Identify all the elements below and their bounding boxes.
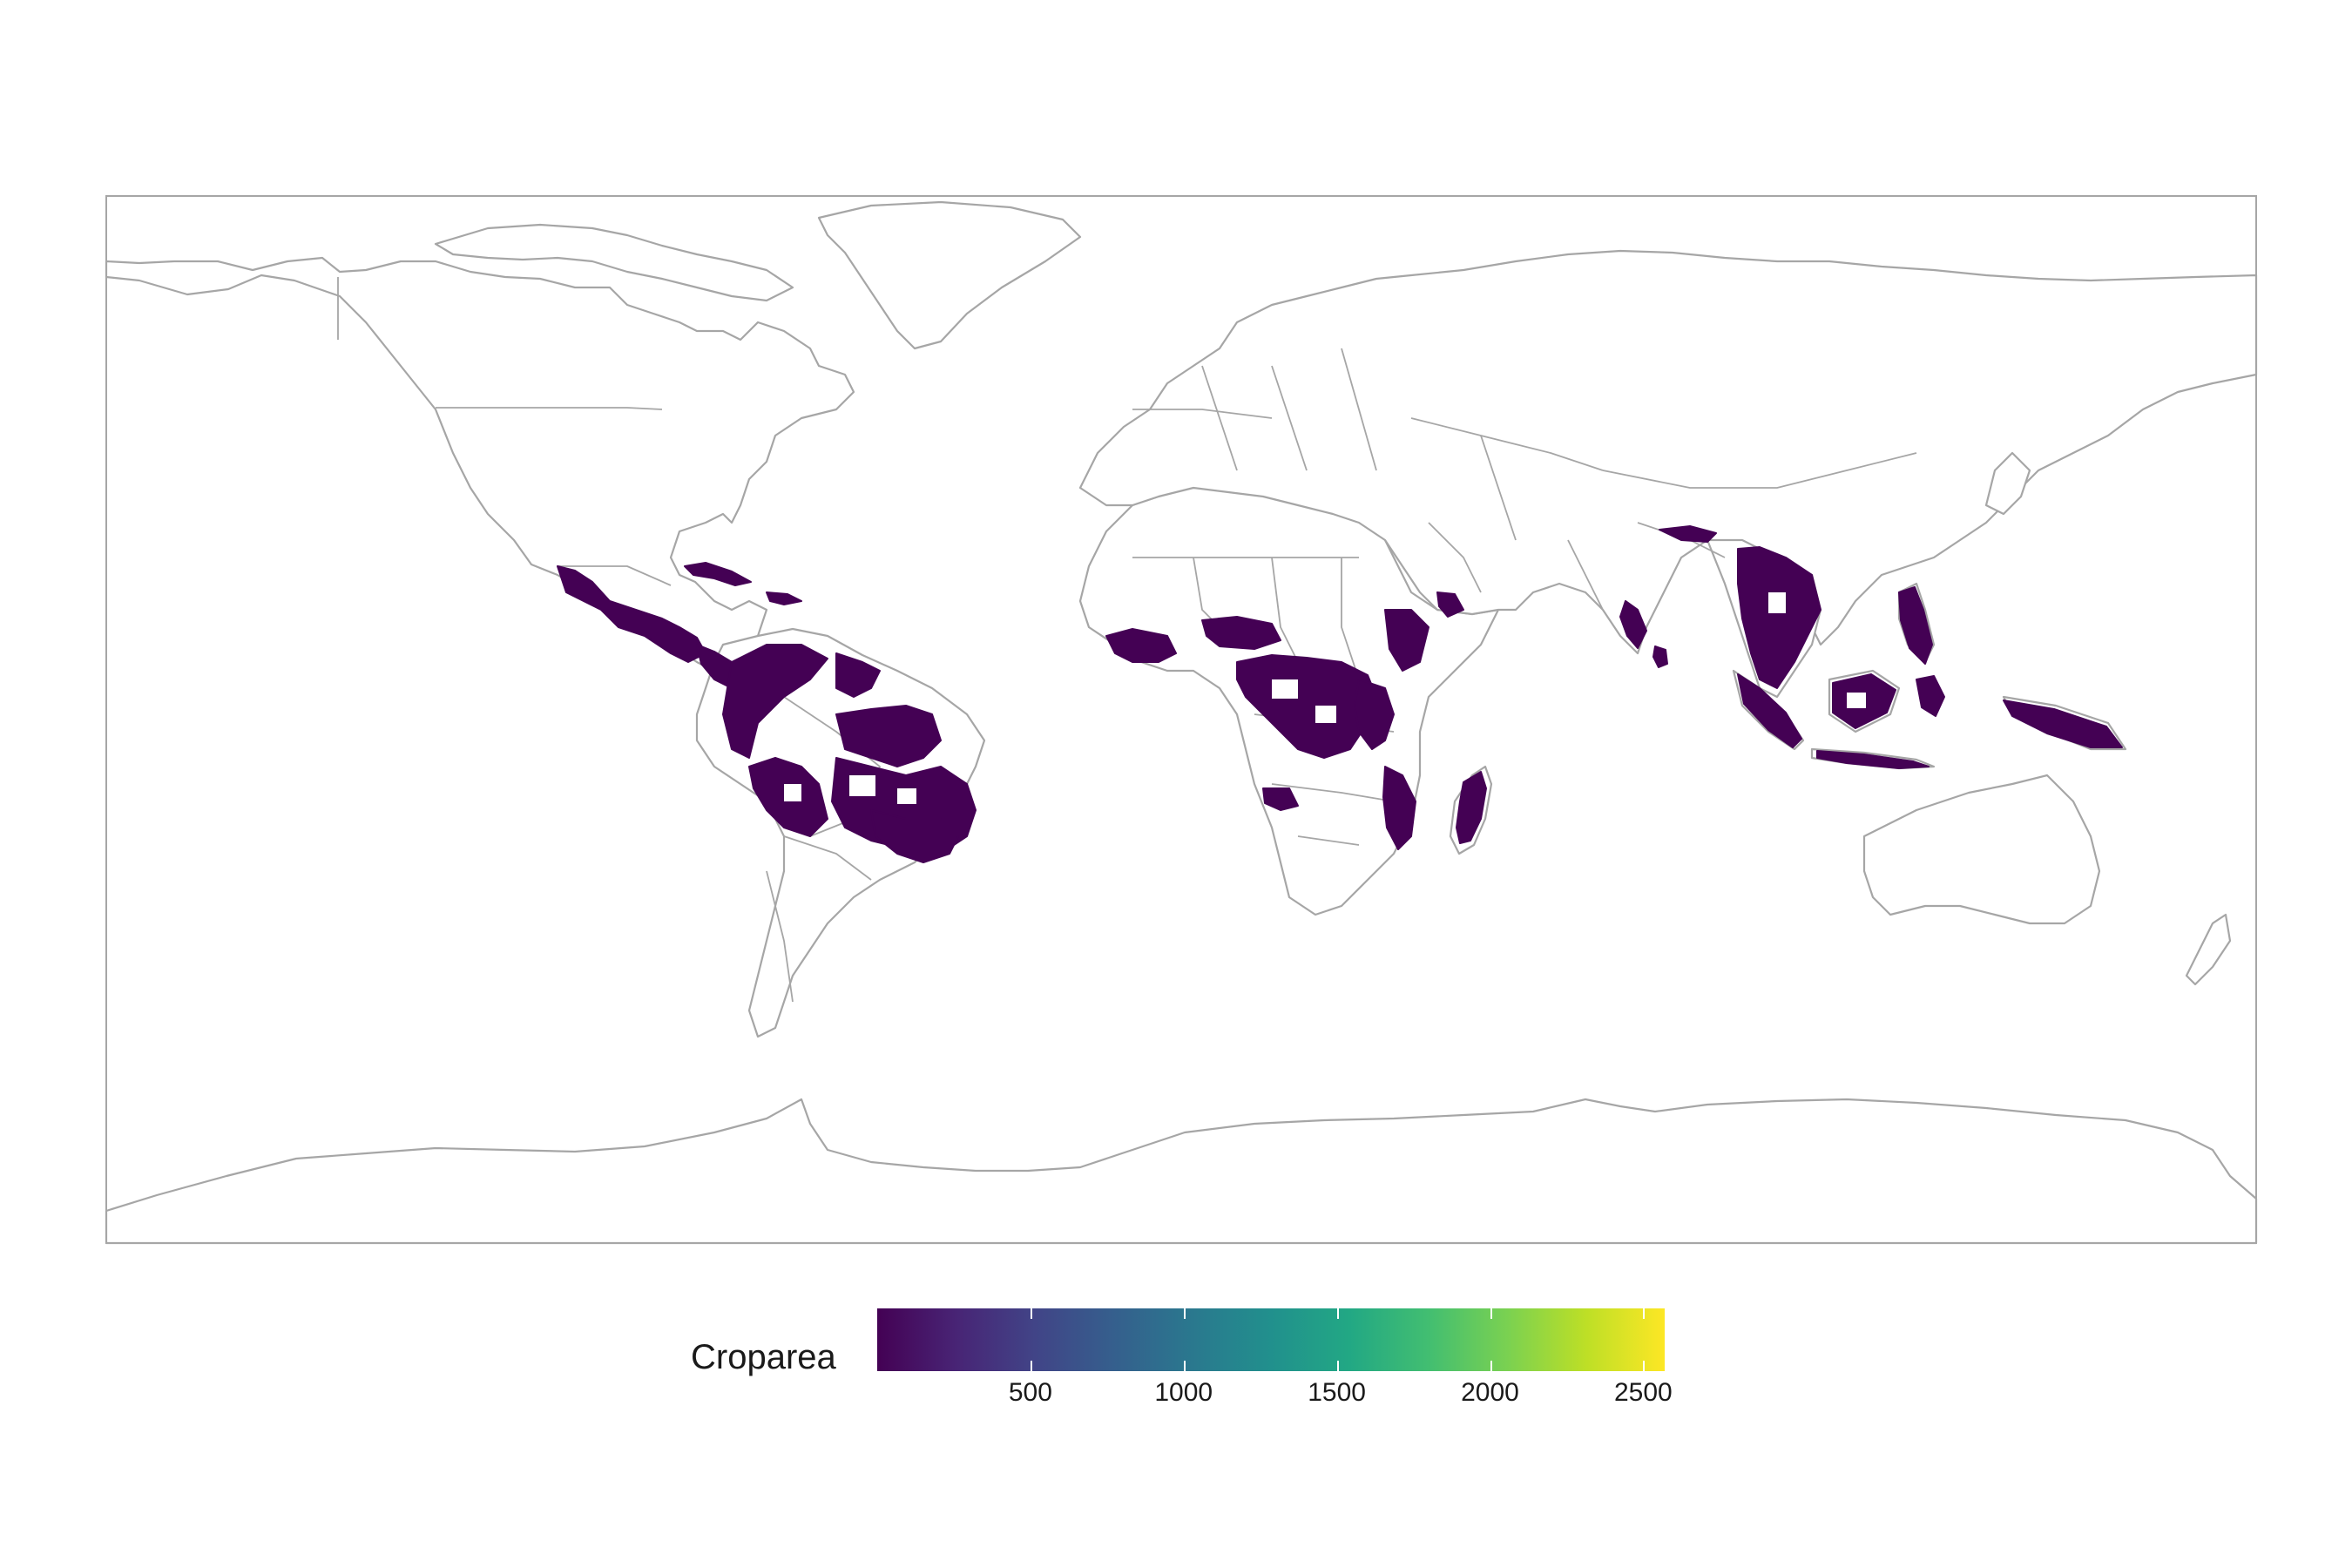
landmass-japan — [1984, 451, 2031, 516]
crop-sri-lanka — [1652, 645, 1668, 668]
border-chile-argentina — [766, 870, 794, 1003]
legend-tick-mark — [1490, 1308, 1492, 1371]
border-south-africa — [1297, 835, 1360, 846]
border-arabia — [1428, 522, 1482, 593]
crop-caribbean-hispaniola — [766, 591, 802, 605]
legend-tick-mark — [1336, 1308, 1339, 1371]
crop-caribbean-cuba — [684, 562, 752, 586]
legend-tick-label: 2500 — [1614, 1378, 1673, 1407]
crop-sulawesi — [1916, 675, 1945, 717]
border-europe-b — [1201, 365, 1238, 471]
border-paraguay — [783, 835, 872, 881]
croparea-layer — [557, 525, 2123, 863]
crop-philippines — [1898, 586, 1933, 665]
legend-tick-mark — [1183, 1308, 1186, 1371]
crop-south-india — [1619, 600, 1647, 649]
crop-angola — [1262, 787, 1299, 811]
crop-ethiopia — [1384, 609, 1429, 672]
land-layer — [105, 200, 2258, 1245]
landmass-north-america — [105, 256, 855, 678]
landmass-australia — [1862, 774, 2101, 925]
landmass-eurasia — [1078, 249, 2258, 655]
crop-guianas — [835, 652, 881, 698]
crop-java — [1816, 750, 1930, 769]
legend-colorbar — [877, 1308, 1665, 1371]
border-central-asia — [1480, 435, 1517, 541]
landmass-antarctica — [105, 1098, 2258, 1245]
crop-sumatra — [1737, 673, 1802, 748]
border-europe-d — [1341, 348, 1377, 471]
crop-tanzania-mozambique — [1382, 766, 1416, 850]
landmass-greenland — [817, 200, 1082, 350]
border-southern-africa — [1271, 783, 1395, 802]
crop-brazil-south — [870, 809, 959, 863]
border-europe-a — [1132, 409, 1273, 419]
border-china-mongolia — [1602, 452, 1917, 489]
border-brazil-west — [783, 696, 881, 837]
crop-bangladesh — [1659, 525, 1717, 543]
crop-yemen — [1436, 591, 1464, 618]
colorbar-legend: Croparea 500 1000 1500 2000 2500 — [0, 1298, 2352, 1455]
legend-tick-mark — [1643, 1308, 1646, 1371]
crop-nigeria — [1201, 616, 1281, 650]
legend-tick-label: 2000 — [1461, 1378, 1519, 1407]
legend-tick-mark — [1030, 1308, 1032, 1371]
border-sudan — [1341, 558, 1360, 680]
crop-brazil-north — [835, 705, 942, 767]
crop-madagascar — [1456, 771, 1487, 844]
crop-indochina — [1737, 546, 1821, 689]
legend-tick-label: 1500 — [1308, 1378, 1366, 1407]
legend-tick-label: 500 — [1008, 1378, 1052, 1407]
landmass-new-zealand — [2185, 913, 2232, 986]
crop-venezuela-colombia — [722, 644, 828, 759]
border-us-canada — [436, 407, 663, 410]
border-russia-south — [1410, 417, 1604, 471]
border-europe-c — [1271, 365, 1308, 471]
crop-east-africa-lakes — [1354, 679, 1395, 750]
legend-tick-label: 1000 — [1154, 1378, 1213, 1407]
crop-west-africa — [1105, 628, 1177, 663]
border-pakistan — [1567, 539, 1604, 611]
legend-title: Croparea — [691, 1338, 836, 1376]
landmass-arctic-archipelago — [434, 223, 794, 302]
border-us-mexico — [558, 565, 672, 586]
crop-new-guinea — [2003, 700, 2123, 748]
